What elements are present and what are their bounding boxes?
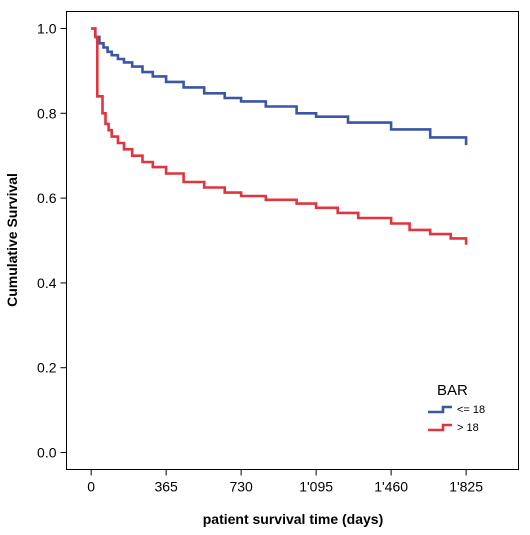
y-tick-label: 0.2 <box>37 360 57 376</box>
x-axis-title: patient survival time (days) <box>203 511 384 527</box>
y-axis: 0.0 0.2 0.4 0.6 0.8 1.0 <box>37 20 67 461</box>
x-tick-label: 1'825 <box>449 479 483 495</box>
y-tick-label: 0.4 <box>37 275 57 291</box>
legend-swatch <box>428 405 452 414</box>
plot-frame <box>66 11 519 470</box>
y-tick-label: 0.0 <box>37 445 57 461</box>
legend-items: <= 18 > 18 <box>428 404 485 434</box>
x-tick-label: 730 <box>229 479 253 495</box>
x-tick-label: 0 <box>87 479 95 495</box>
x-axis: 0 365 730 1'095 1'460 1'825 <box>87 469 483 495</box>
y-axis-title: Cumulative Survival <box>4 173 20 307</box>
legend-label: <= 18 <box>457 404 485 416</box>
y-tick-label: 1.0 <box>37 20 57 36</box>
series-layer <box>91 27 468 245</box>
x-tick-label: 365 <box>154 479 178 495</box>
series-line-bar-le-18 <box>91 27 468 146</box>
legend-swatch <box>428 423 452 432</box>
legend-title: BAR <box>437 382 468 399</box>
series-line-bar-gt-18 <box>91 27 468 245</box>
x-tick-label: 1'460 <box>374 479 408 495</box>
y-tick-label: 0.6 <box>37 190 57 206</box>
legend: BAR <= 18 > 18 <box>428 382 485 434</box>
y-tick-label: 0.8 <box>37 105 57 121</box>
x-tick-label: 1'095 <box>299 479 333 495</box>
legend-label: > 18 <box>457 422 479 434</box>
